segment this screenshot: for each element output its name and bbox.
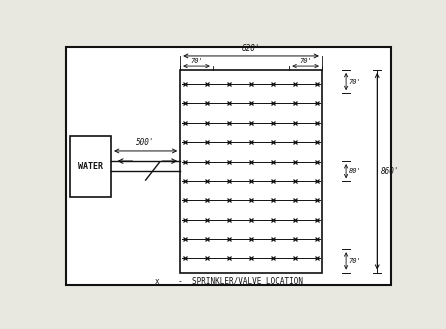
Text: 70': 70' [190, 58, 203, 63]
FancyBboxPatch shape [180, 70, 322, 272]
FancyBboxPatch shape [66, 47, 391, 285]
Text: 70': 70' [299, 58, 312, 63]
Text: 620': 620' [242, 44, 260, 53]
Text: 70': 70' [349, 79, 362, 85]
Text: 500': 500' [136, 138, 155, 147]
FancyBboxPatch shape [70, 136, 111, 196]
Text: 70': 70' [349, 258, 362, 264]
Text: 860': 860' [381, 167, 399, 176]
Text: WATER: WATER [78, 162, 103, 171]
Text: x    -  SPRINKLER/VALVE LOCATION: x - SPRINKLER/VALVE LOCATION [155, 276, 302, 285]
Text: 80': 80' [349, 168, 362, 174]
